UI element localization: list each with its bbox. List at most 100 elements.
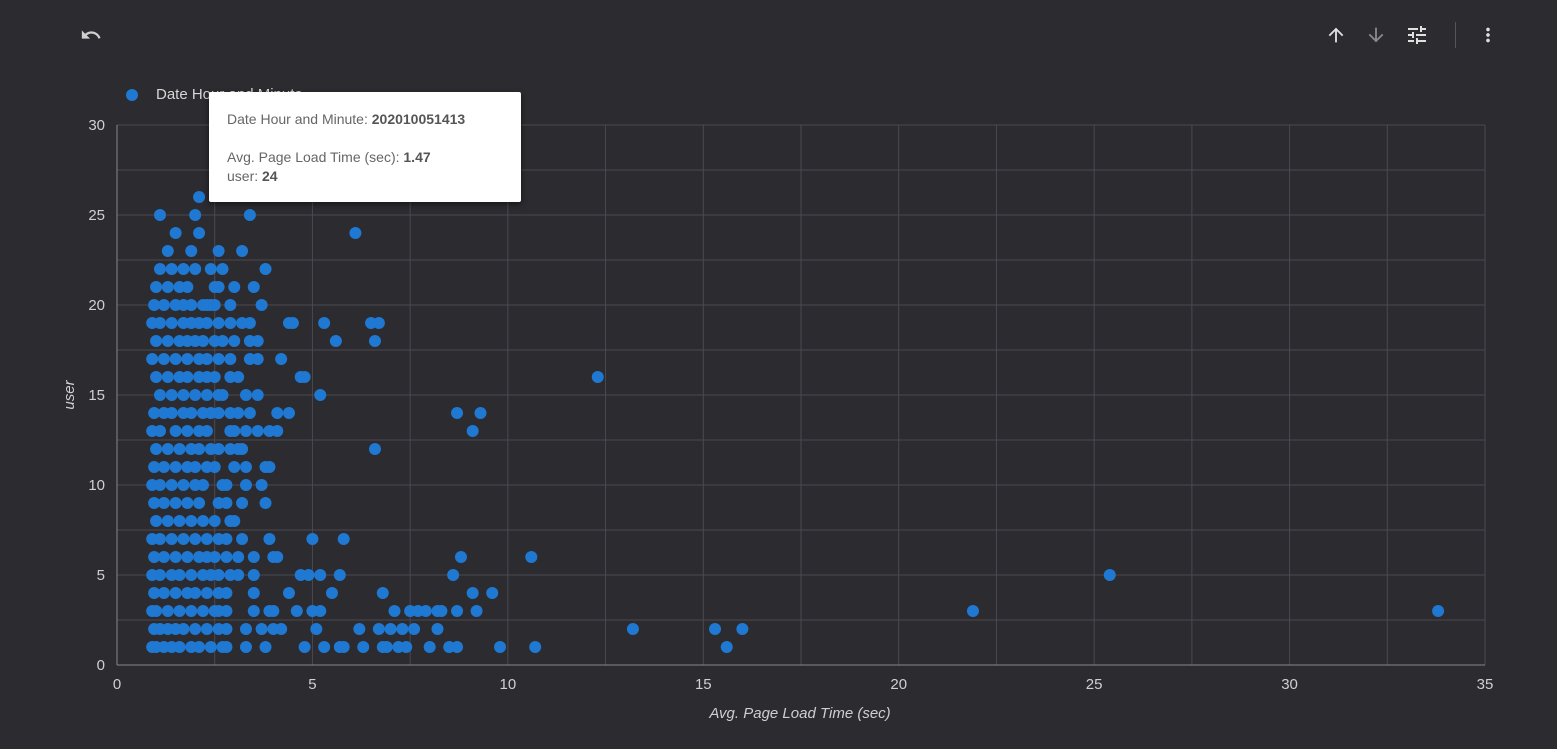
data-point[interactable] xyxy=(146,641,159,653)
data-point[interactable] xyxy=(212,623,225,635)
data-point[interactable] xyxy=(372,623,385,635)
data-point[interactable] xyxy=(236,317,249,329)
data-point[interactable] xyxy=(146,605,159,617)
data-point[interactable] xyxy=(157,497,170,509)
data-point[interactable] xyxy=(165,533,178,545)
data-point[interactable] xyxy=(247,551,260,563)
data-point[interactable] xyxy=(200,623,213,635)
data-point[interactable] xyxy=(239,479,252,491)
data-point[interactable] xyxy=(181,425,194,437)
data-point[interactable] xyxy=(173,443,186,455)
data-point[interactable] xyxy=(165,317,178,329)
data-point[interactable] xyxy=(232,551,245,563)
data-point[interactable] xyxy=(208,281,221,293)
data-point[interactable] xyxy=(150,371,163,383)
undo-icon[interactable] xyxy=(78,22,104,48)
data-point[interactable] xyxy=(251,389,264,401)
data-point[interactable] xyxy=(239,389,252,401)
data-point[interactable] xyxy=(169,299,182,311)
data-point[interactable] xyxy=(247,569,260,581)
data-point[interactable] xyxy=(189,533,202,545)
data-point[interactable] xyxy=(447,569,460,581)
data-point[interactable] xyxy=(150,281,163,293)
data-point[interactable] xyxy=(404,605,417,617)
data-point[interactable] xyxy=(243,209,256,221)
data-point[interactable] xyxy=(165,263,178,275)
data-point[interactable] xyxy=(259,641,272,653)
data-point[interactable] xyxy=(165,569,178,581)
data-point[interactable] xyxy=(169,461,182,473)
data-point[interactable] xyxy=(259,497,272,509)
data-point[interactable] xyxy=(173,281,186,293)
data-point[interactable] xyxy=(224,425,237,437)
data-point[interactable] xyxy=(165,479,178,491)
data-point[interactable] xyxy=(169,425,182,437)
data-point[interactable] xyxy=(431,605,444,617)
data-point[interactable] xyxy=(157,461,170,473)
data-point[interactable] xyxy=(294,569,307,581)
data-point[interactable] xyxy=(169,551,182,563)
data-point[interactable] xyxy=(173,605,186,617)
data-point[interactable] xyxy=(189,479,202,491)
data-point[interactable] xyxy=(212,533,225,545)
data-point[interactable] xyxy=(177,479,190,491)
data-point[interactable] xyxy=(196,569,209,581)
data-point[interactable] xyxy=(267,623,280,635)
data-point[interactable] xyxy=(709,623,722,635)
data-point[interactable] xyxy=(169,497,182,509)
data-point[interactable] xyxy=(451,407,464,419)
arrow-down-icon[interactable] xyxy=(1363,22,1389,48)
data-point[interactable] xyxy=(148,461,161,473)
data-point[interactable] xyxy=(161,335,174,347)
data-point[interactable] xyxy=(228,281,241,293)
data-point[interactable] xyxy=(333,641,346,653)
data-point[interactable] xyxy=(431,623,444,635)
data-point[interactable] xyxy=(181,587,194,599)
data-point[interactable] xyxy=(236,245,249,257)
data-point[interactable] xyxy=(255,623,268,635)
data-point[interactable] xyxy=(720,641,733,653)
data-point[interactable] xyxy=(177,389,190,401)
arrow-up-icon[interactable] xyxy=(1323,22,1349,48)
data-point[interactable] xyxy=(263,425,276,437)
data-point[interactable] xyxy=(196,605,209,617)
data-point[interactable] xyxy=(525,551,538,563)
data-point[interactable] xyxy=(200,389,213,401)
data-point[interactable] xyxy=(169,587,182,599)
data-point[interactable] xyxy=(298,641,311,653)
data-point[interactable] xyxy=(423,641,436,653)
data-point[interactable] xyxy=(200,461,213,473)
data-point[interactable] xyxy=(282,317,295,329)
data-point[interactable] xyxy=(148,587,161,599)
data-point[interactable] xyxy=(349,227,362,239)
data-point[interactable] xyxy=(376,587,389,599)
data-point[interactable] xyxy=(494,641,507,653)
data-point[interactable] xyxy=(333,569,346,581)
data-point[interactable] xyxy=(185,641,198,653)
data-point[interactable] xyxy=(161,245,174,257)
data-point[interactable] xyxy=(282,587,295,599)
data-point[interactable] xyxy=(239,425,252,437)
data-point[interactable] xyxy=(216,263,229,275)
data-point[interactable] xyxy=(204,641,217,653)
data-point[interactable] xyxy=(189,389,202,401)
data-point[interactable] xyxy=(529,641,542,653)
data-point[interactable] xyxy=(181,353,194,365)
data-point[interactable] xyxy=(177,407,190,419)
data-point[interactable] xyxy=(259,461,272,473)
data-point[interactable] xyxy=(173,371,186,383)
data-point[interactable] xyxy=(177,317,190,329)
data-point[interactable] xyxy=(318,317,331,329)
data-point[interactable] xyxy=(263,605,276,617)
data-point[interactable] xyxy=(146,425,159,437)
data-point[interactable] xyxy=(161,515,174,527)
data-point[interactable] xyxy=(224,407,237,419)
data-point[interactable] xyxy=(388,605,401,617)
data-point[interactable] xyxy=(212,497,225,509)
data-point[interactable] xyxy=(148,623,161,635)
data-point[interactable] xyxy=(204,263,217,275)
data-point[interactable] xyxy=(196,515,209,527)
data-point[interactable] xyxy=(591,371,604,383)
data-point[interactable] xyxy=(325,587,338,599)
data-point[interactable] xyxy=(470,605,483,617)
